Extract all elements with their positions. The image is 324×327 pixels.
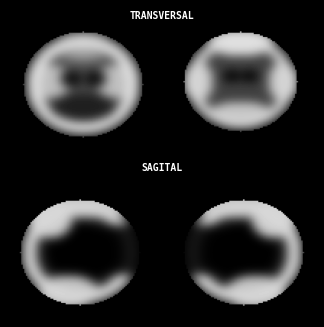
Text: TRANSVERSAL: TRANSVERSAL: [130, 11, 194, 22]
Text: SAGITAL: SAGITAL: [142, 164, 182, 173]
